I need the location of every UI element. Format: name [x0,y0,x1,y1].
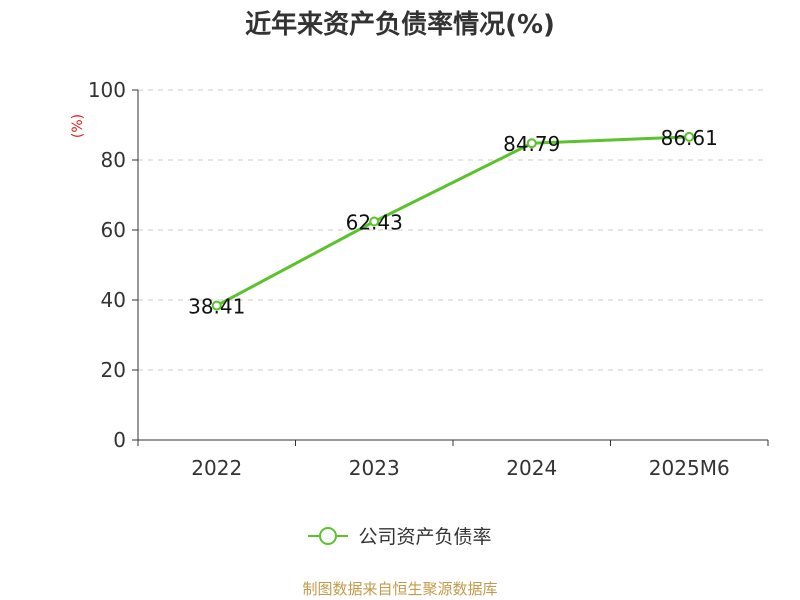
data-point [369,216,380,227]
axes: 0 20 40 60 80 100 2022 2023 2024 2025M6 [88,78,769,480]
data-label: 86.61 [661,126,718,150]
legend-line-marker-icon [308,526,349,545]
y-tick-label: 60 [101,218,126,242]
y-tick-label: 80 [101,148,126,172]
legend-label: 公司资产负债率 [358,526,492,548]
data-point [526,138,537,149]
legend[interactable]: 公司资产负债率 [0,522,800,549]
chart-title: 近年来资产负债率情况(%) [245,10,555,40]
x-tick-label: 2022 [191,456,242,480]
x-tick-label: 2023 [349,456,400,480]
y-axis-unit-label: (%) [70,114,86,138]
data-point [211,300,222,311]
series-line [216,135,690,307]
y-tick-label: 40 [101,288,126,312]
data-label: 84.79 [503,132,560,156]
grid-lines [138,89,768,371]
data-label: 62.43 [346,210,403,234]
data-label: 38.41 [188,295,245,319]
y-tick-label: 20 [101,358,126,382]
y-tick-label: 100 [88,78,126,102]
y-tick-label: 0 [113,428,126,452]
data-point [684,131,695,142]
series-layer: 38.41 62.43 84.79 86.61 [188,126,718,319]
x-tick-label: 2024 [506,456,557,480]
x-tick-label: 2025M6 [649,456,730,480]
source-note: 制图数据来自恒生聚源数据库 [302,580,498,598]
